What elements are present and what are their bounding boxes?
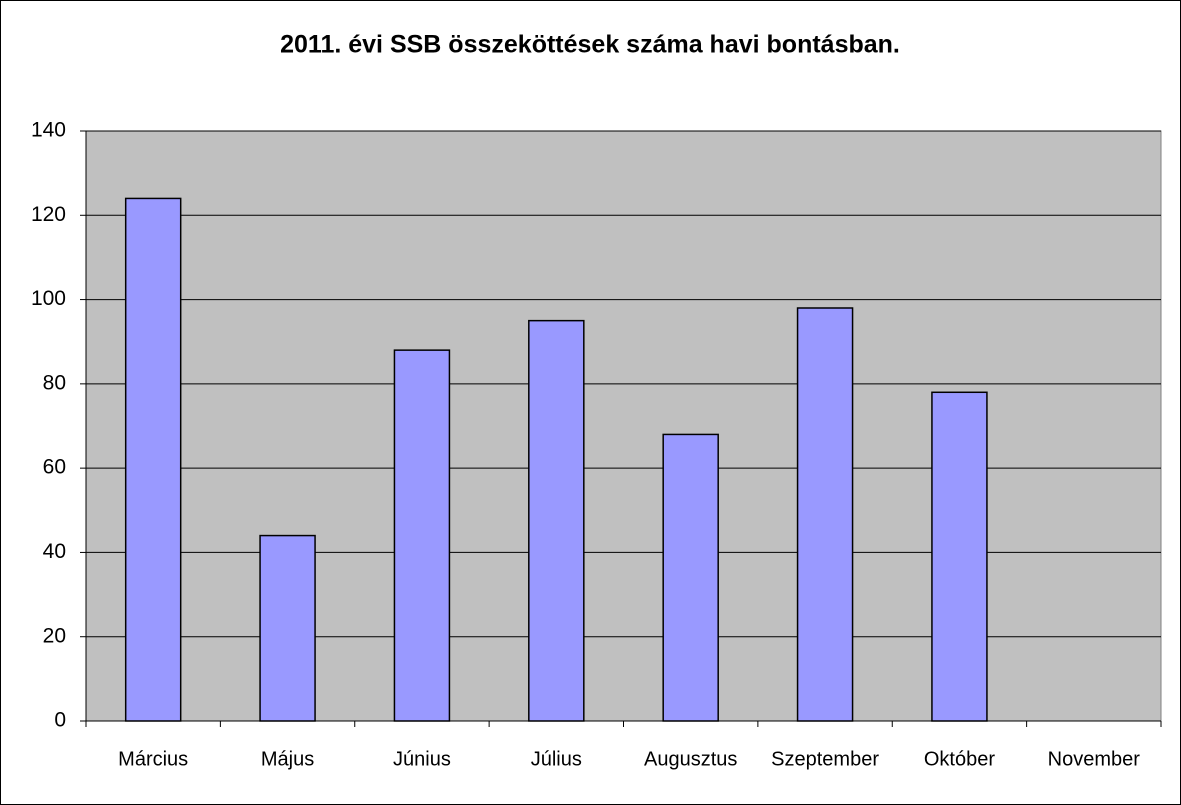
bar — [662, 433, 719, 722]
y-tick-label: 120 — [31, 203, 66, 226]
bar — [931, 391, 988, 722]
bar — [528, 319, 585, 722]
bar — [124, 197, 182, 722]
x-tick-label: Október — [924, 748, 995, 770]
x-tick-label: Augusztus — [644, 748, 737, 770]
y-tick-label: 100 — [31, 287, 66, 310]
chart-title: 2011. évi SSB összeköttések száma havi b… — [280, 31, 900, 59]
y-tick-label: 60 — [43, 456, 66, 479]
bar — [259, 534, 316, 722]
y-tick-label: 0 — [54, 709, 66, 732]
x-tick-label: November — [1048, 748, 1141, 770]
y-tick-label: 20 — [43, 624, 66, 647]
y-tick-label: 80 — [43, 371, 66, 394]
bar — [796, 307, 854, 722]
y-tick-label: 40 — [43, 540, 66, 563]
y-tick-label: 140 — [31, 119, 66, 142]
x-tick-label: Június — [393, 748, 451, 770]
x-tick-label: Szeptember — [771, 748, 879, 770]
plot-area — [85, 130, 1162, 722]
x-tick-label: Március — [118, 748, 188, 770]
x-tick-label: Július — [531, 748, 582, 770]
x-tick-label: Május — [261, 748, 314, 770]
bar — [393, 349, 451, 722]
